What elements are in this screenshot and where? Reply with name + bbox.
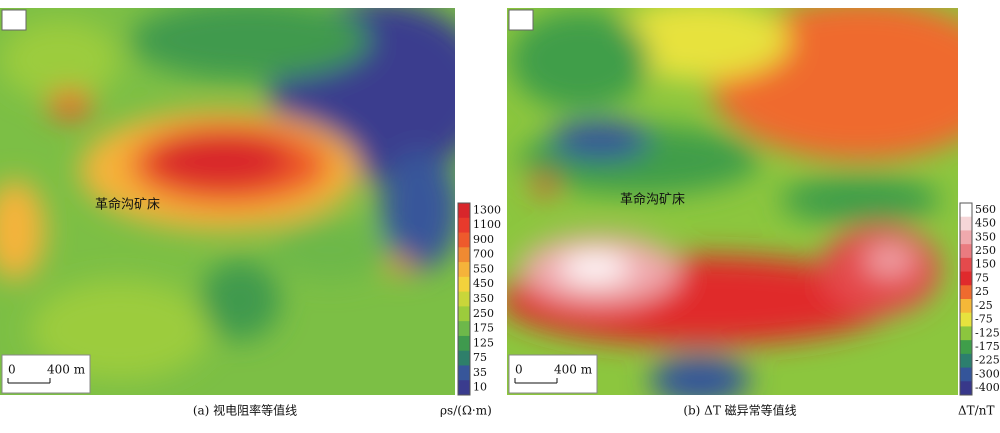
scale-zero: 0 <box>8 363 16 377</box>
annotation: 革命沟矿床 <box>620 192 685 208</box>
colorbar-segment <box>458 276 470 293</box>
colorbar-segment <box>458 217 470 234</box>
colorbar-label: 150 <box>975 258 996 271</box>
scale-bar: 0 400 m <box>508 354 598 394</box>
colorbar-segment <box>458 350 470 366</box>
colorbar-label: -125 <box>975 326 1000 339</box>
colorbar-label: 900 <box>473 233 494 246</box>
unit-label: ΔT/nT <box>958 404 994 418</box>
colorbar-label: 75 <box>473 351 487 364</box>
colorbar-segment <box>960 271 972 286</box>
colorbar-label: 125 <box>473 336 494 349</box>
colorbar-label: 450 <box>473 277 494 290</box>
colorbar-label: 250 <box>473 307 494 320</box>
colorbar-label: 1100 <box>473 218 501 231</box>
scale-label: 400 m <box>554 363 593 377</box>
colorbar-segment <box>960 312 972 327</box>
colorbar-label: 25 <box>975 285 989 298</box>
colorbar-segment <box>458 335 470 352</box>
colorbar-segment <box>960 340 972 355</box>
colorbar-segment <box>960 326 972 341</box>
colorbar-segment <box>960 230 972 245</box>
colorbar-label: 450 <box>975 217 996 230</box>
colorbar-label: -75 <box>975 313 993 326</box>
colorbar-segment <box>960 367 972 382</box>
colorbar-label: 350 <box>473 292 494 305</box>
colorbar-segment <box>458 247 470 263</box>
colorbar-segment <box>458 306 470 322</box>
colorbar-label: -175 <box>975 340 1000 353</box>
scale-zero: 0 <box>515 363 523 377</box>
colorbar-label: -300 <box>975 367 1000 380</box>
colorbar-label: 550 <box>473 262 494 275</box>
colorbar-label: -400 <box>975 381 1000 394</box>
colorbar-segment <box>960 244 972 259</box>
colorbar-label: 10 <box>473 381 487 394</box>
scale-bar: 0 400 m <box>1 354 91 394</box>
colorbar-segment <box>458 291 470 307</box>
colorbar-segment <box>458 262 470 278</box>
colorbar-segment <box>960 353 972 369</box>
colorbar-segment <box>960 299 972 314</box>
colorbar-segment <box>458 203 470 219</box>
colorbar-segment <box>458 232 470 248</box>
unit-label: ρs/(Ω·m) <box>440 404 492 418</box>
colorbar-label: 350 <box>975 230 996 243</box>
colorbar-label: -225 <box>975 354 1000 367</box>
colorbar-segment <box>458 380 470 396</box>
colorbar-label: 700 <box>473 248 494 261</box>
colorbar-segment <box>960 216 972 231</box>
colorbar-frame <box>959 202 973 396</box>
colorbar-segment <box>960 381 972 396</box>
colorbar-segment <box>458 365 470 381</box>
colorbar-frame <box>457 202 471 396</box>
colorbar-label: 35 <box>473 366 487 379</box>
colorbar-segment <box>458 321 470 337</box>
colorbar-segment <box>960 285 972 300</box>
caption: (b) ΔT 磁异常等值线 <box>683 403 796 418</box>
colorbar-label: -25 <box>975 299 993 312</box>
colorbar-label: 75 <box>975 271 989 284</box>
magnetic-map <box>507 8 958 395</box>
colorbar-label: 175 <box>473 322 494 335</box>
scale-label: 400 m <box>47 363 86 377</box>
caption: (a) 视电阻率等值线 <box>193 403 297 418</box>
colorbar-label: 250 <box>975 244 996 257</box>
colorbar-segment <box>960 257 972 273</box>
resistivity-map <box>0 8 455 395</box>
annotation: 革命沟矿床 <box>95 197 160 213</box>
colorbar-label: 560 <box>975 203 996 216</box>
colorbar-segment <box>960 203 972 218</box>
colorbar-label: 1300 <box>473 203 501 216</box>
